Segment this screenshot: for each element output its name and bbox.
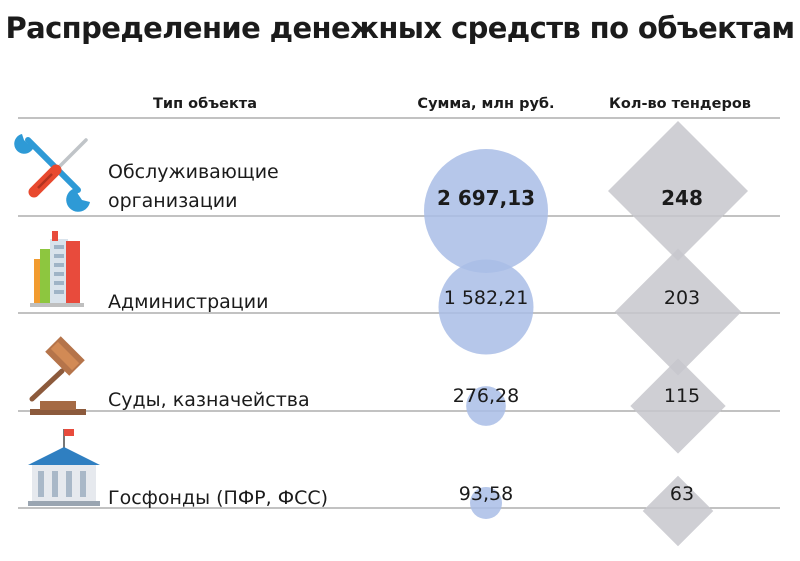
row-labels: Обслуживающие организации Администрации Суд… xyxy=(108,161,328,509)
page-title: Распределение денежных средств по объект… xyxy=(5,11,794,45)
row-label: Госфонды (ПФР, ФСС) xyxy=(108,487,328,509)
row-icons xyxy=(14,134,100,506)
row-values: 2 697,13 248 1 582,21 203 276,28 115 93,58 63 xyxy=(437,186,703,505)
count-diamond xyxy=(630,358,726,454)
sum-value-label: 276,28 xyxy=(453,385,519,407)
header-type: Тип объекта xyxy=(153,96,257,112)
row-label: Администрации xyxy=(108,291,268,313)
institution-icon xyxy=(28,429,100,506)
count-value-label: 203 xyxy=(664,287,700,309)
sum-value-label: 93,58 xyxy=(459,483,513,505)
header-sum: Сумма, млн руб. xyxy=(417,96,554,112)
row-label: Обслуживающие xyxy=(108,161,279,183)
sum-circle xyxy=(470,487,502,519)
sum-circle xyxy=(438,259,534,355)
count-value-label: 115 xyxy=(664,385,700,407)
buildings-icon xyxy=(30,231,84,307)
row-label: организации xyxy=(108,190,237,212)
count-value-label: 63 xyxy=(670,483,694,505)
sum-circles xyxy=(424,149,548,519)
sum-circle xyxy=(466,386,506,426)
count-diamond xyxy=(642,475,714,547)
count-value-label: 248 xyxy=(661,186,703,210)
count-diamond xyxy=(614,248,742,376)
sum-value-label: 2 697,13 xyxy=(437,186,535,210)
count-diamonds xyxy=(608,121,748,547)
sum-value-label: 1 582,21 xyxy=(444,287,529,309)
count-diamond xyxy=(608,121,748,261)
row-label: Суды, казначейства xyxy=(108,389,310,411)
gavel-icon xyxy=(29,336,86,415)
tools-icon xyxy=(14,134,90,212)
header-count: Кол-во тендеров xyxy=(609,96,751,112)
sum-circle xyxy=(424,149,548,273)
